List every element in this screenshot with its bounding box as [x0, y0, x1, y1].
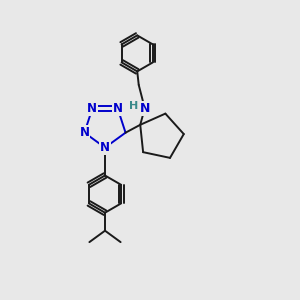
Text: H: H	[129, 101, 138, 111]
Text: N: N	[140, 102, 150, 115]
Text: N: N	[100, 141, 110, 154]
Text: N: N	[87, 102, 97, 115]
Text: N: N	[80, 126, 89, 139]
Text: N: N	[113, 102, 123, 115]
